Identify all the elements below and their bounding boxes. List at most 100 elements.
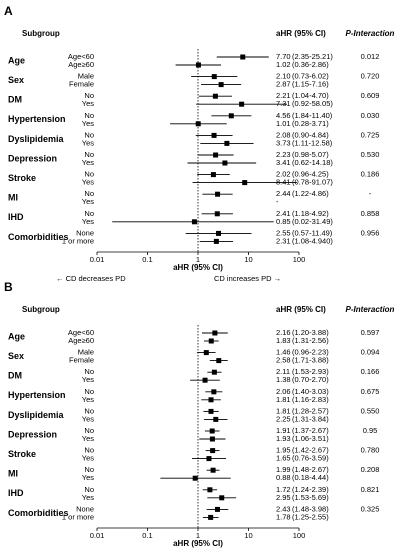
estimate-marker (195, 62, 201, 68)
x-axis-label: aHR (95% CI) (173, 263, 223, 272)
p-interaction: 0.821 (361, 485, 380, 494)
ci-label: (1.71-3.88) (292, 356, 329, 365)
x-tick-label: 0.01 (90, 531, 105, 540)
x-tick-label: 100 (293, 255, 306, 264)
ci-label: (0.78-91.07) (292, 178, 333, 187)
value-label: 2.55 (276, 228, 291, 237)
p-interaction: 0.609 (361, 91, 380, 100)
estimate-marker (202, 377, 208, 383)
row-label: Yes (82, 434, 94, 443)
group-name: Age (8, 331, 25, 341)
value-label: 2.06 (276, 387, 291, 396)
row-label: No (84, 387, 94, 396)
row-label: No (84, 150, 94, 159)
row-label: Yes (82, 414, 94, 423)
estimate-marker (211, 389, 217, 395)
ci-label: (0.18-4.44) (292, 473, 329, 482)
estimate-marker (214, 506, 220, 512)
ci-label: (0.92-58.05) (292, 99, 333, 108)
row-label: None (76, 228, 94, 237)
ci-label: (1.16-2.83) (292, 395, 329, 404)
group-name: Depression (8, 153, 57, 163)
value-label: 1.65 (276, 454, 291, 463)
row-label: No (84, 111, 94, 120)
ci-label: (0.36-2.86) (292, 60, 329, 69)
p-interaction: 0.675 (361, 387, 380, 396)
value-label: 1.93 (276, 434, 291, 443)
value-label: 7.31 (276, 99, 291, 108)
row-label: No (84, 91, 94, 100)
group-name: Comorbidities (8, 232, 69, 242)
ci-label: (0.70-2.70) (292, 375, 329, 384)
row-label: Yes (82, 454, 94, 463)
value-label: 2.25 (276, 414, 291, 423)
group-name: DM (8, 371, 22, 381)
row-label: Yes (82, 493, 94, 502)
estimate-marker (210, 172, 216, 178)
group-name: MI (8, 193, 18, 203)
value-label: 1.01 (276, 119, 291, 128)
row-label: Male (78, 72, 94, 81)
header-estimate: aHR (95% CI) (276, 29, 326, 38)
ci-label: (1.11-12.58) (292, 138, 333, 147)
ci-label: (1.48-3.98) (292, 504, 329, 513)
p-interaction: 0.208 (361, 465, 380, 474)
row-label: Female (69, 80, 94, 89)
value-label: 1.81 (276, 406, 291, 415)
p-interaction: 0.725 (361, 130, 380, 139)
value-label: 1.83 (276, 336, 291, 345)
group-name: IHD (8, 488, 24, 498)
estimate-marker (210, 467, 216, 473)
left-note: ← CD decreases PD (56, 274, 126, 283)
value-label: 1.02 (276, 60, 291, 69)
row-label: Yes (82, 119, 94, 128)
group-name: IHD (8, 212, 24, 222)
estimate-marker (195, 121, 201, 127)
value-label: 2.95 (276, 493, 291, 502)
estimate-marker (213, 416, 219, 422)
ci-label: (1.53-2.93) (292, 367, 329, 376)
row-label: No (84, 170, 94, 179)
ci-label: (0.90-4.84) (292, 130, 329, 139)
group-name: Stroke (8, 449, 36, 459)
group-name: MI (8, 469, 18, 479)
ci-label: (0.76-3.59) (292, 454, 329, 463)
estimate-marker (208, 338, 214, 344)
ci-label: (1.84-11.40) (292, 111, 333, 120)
ci-label: (1.25-2.55) (292, 512, 329, 521)
estimate-marker (212, 93, 218, 99)
ci-label: (0.73-6.02) (292, 72, 329, 81)
p-interaction: 0.325 (361, 504, 380, 513)
row-label: No (84, 446, 94, 455)
row-label: Age<60 (68, 328, 94, 337)
value-label: 2.23 (276, 150, 291, 159)
value-label: 0.85 (276, 217, 291, 226)
estimate-marker (213, 152, 219, 158)
p-interaction: 0.186 (361, 170, 380, 179)
ci-label: (1.20-3.88) (292, 328, 329, 337)
estimate-marker (211, 74, 217, 80)
x-axis-label: aHR (95% CI) (173, 539, 223, 548)
p-interaction: - (369, 189, 372, 198)
row-label: Yes (82, 375, 94, 384)
value-label: 1.91 (276, 426, 291, 435)
ci-label: (1.18-4.92) (292, 209, 329, 218)
row-label: Yes (82, 395, 94, 404)
p-interaction: 0.166 (361, 367, 380, 376)
value-label: 2.21 (276, 91, 291, 100)
row-label: 1 or more (62, 236, 94, 245)
ci-label: (0.02-31.49) (292, 217, 333, 226)
ci-label: (2.35-25.21) (292, 52, 333, 61)
estimate-marker (222, 160, 228, 166)
estimate-marker (215, 191, 221, 197)
estimate-marker (209, 428, 215, 434)
x-tick-label: 1 (196, 255, 200, 264)
x-tick-label: 0.01 (90, 255, 105, 264)
p-interaction: 0.720 (361, 72, 380, 81)
ci-label: (1.42-2.67) (292, 446, 329, 455)
estimate-marker (242, 180, 248, 186)
p-interaction: 0.780 (361, 446, 380, 455)
header-estimate: aHR (95% CI) (276, 305, 326, 314)
p-interaction: 0.012 (361, 52, 380, 61)
x-tick-label: 10 (244, 255, 252, 264)
